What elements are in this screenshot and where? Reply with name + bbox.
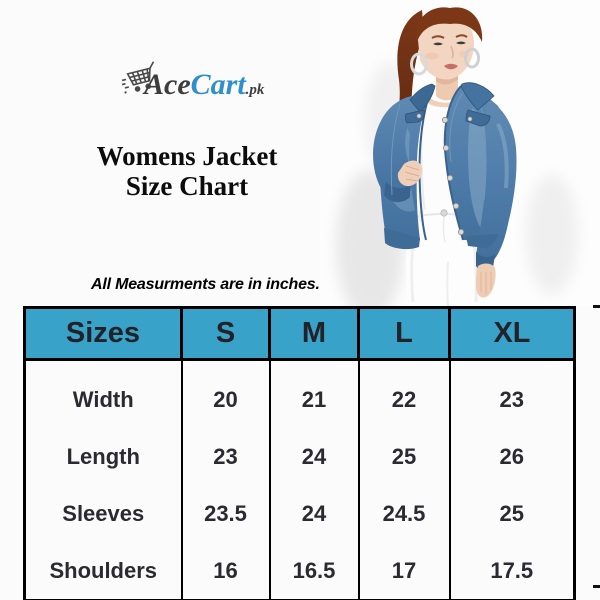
logo-text-cart: Cart [190, 68, 246, 101]
size-value: 24 [268, 428, 360, 485]
model-photo [320, 0, 600, 306]
size-value: 23 [180, 428, 271, 485]
size-value: 16.5 [268, 542, 360, 600]
size-value: 17 [357, 542, 451, 600]
header-cell-s: S [180, 306, 271, 361]
table-header-row: Sizes S M L XL [23, 306, 576, 361]
row-label: Width [23, 359, 183, 428]
crop-mark [593, 305, 600, 308]
neck-shadow [436, 71, 458, 85]
crop-mark [593, 585, 600, 588]
left-hand [397, 160, 423, 187]
table-row: Width 20 21 22 23 [23, 359, 576, 428]
logo-wordmark: AceCart.pk [144, 68, 264, 107]
logo-text-tld: .pk [245, 82, 265, 98]
logo-text-ace: Ace [144, 68, 191, 101]
hoop-earring-icon [464, 47, 480, 69]
size-chart-table: Sizes S M L XL Width 20 21 22 23 Length … [23, 306, 576, 600]
table-row: Length 23 24 25 26 [23, 428, 576, 485]
size-value: 23.5 [180, 485, 271, 542]
size-value: 21 [268, 359, 360, 428]
size-value: 23 [448, 359, 576, 428]
table-row: Sleeves 23.5 24 24.5 25 [23, 485, 576, 542]
measurement-note: All Measurments are in inches. [91, 276, 320, 293]
page-title-line1: Womens Jacket [96, 141, 278, 171]
size-value: 22 [357, 359, 451, 428]
pocket-flap [465, 109, 491, 127]
hoop-earring-icon [410, 52, 428, 76]
header-cell-xl: XL [448, 306, 576, 361]
header-cell-sizes: Sizes [23, 306, 183, 361]
size-value: 20 [180, 359, 271, 428]
size-value: 24 [268, 485, 360, 542]
pocket-flap [404, 109, 425, 124]
right-hand [476, 263, 496, 298]
jacket-buttons [441, 116, 465, 236]
jacket-collar [460, 82, 495, 111]
row-label: Length [23, 428, 183, 485]
row-label: Shoulders [23, 542, 183, 600]
hair [416, 7, 483, 42]
size-value: 25 [448, 485, 576, 542]
jeans-button [440, 209, 448, 217]
size-value: 26 [448, 428, 576, 485]
header-cell-l: L [357, 306, 451, 361]
header-cell-m: M [268, 306, 360, 361]
acecart-logo: AceCart.pk [121, 60, 292, 112]
page-title-line2: Size Chart [125, 171, 249, 201]
row-label: Sleeves [23, 485, 183, 542]
size-value: 25 [357, 428, 451, 485]
size-value: 17.5 [448, 542, 576, 600]
table-row: Shoulders 16 16.5 17 17.5 [23, 542, 576, 600]
page-title: Womens Jacket Size Chart [28, 141, 346, 201]
size-value: 24.5 [357, 485, 451, 542]
shopping-cart-icon [121, 61, 155, 94]
size-value: 16 [180, 542, 271, 600]
